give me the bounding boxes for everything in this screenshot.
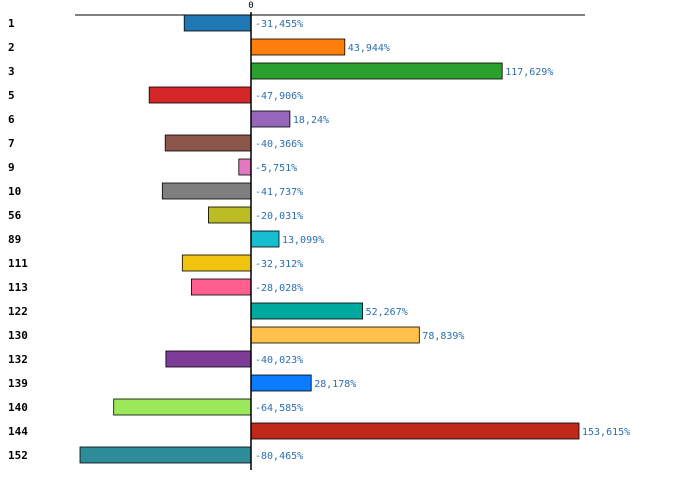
- bar-1: [183, 14, 252, 32]
- zero-tick-label: 0: [248, 1, 253, 11]
- bar-2: [250, 38, 346, 56]
- bar-6: [250, 110, 291, 128]
- category-label-122: 122: [8, 305, 28, 318]
- category-label-1: 1: [8, 17, 15, 30]
- bar-139: [250, 374, 312, 392]
- value-label-113: -28,028%: [255, 283, 303, 294]
- value-label-111: -32,312%: [255, 259, 303, 270]
- bar-144: [250, 422, 580, 440]
- value-label-152: -80,465%: [255, 451, 303, 462]
- category-label-130: 130: [8, 329, 28, 342]
- bar-113: [190, 278, 252, 296]
- category-label-113: 113: [8, 281, 28, 294]
- bar-7: [164, 134, 252, 152]
- category-label-111: 111: [8, 257, 28, 270]
- value-label-144: 153,615%: [582, 427, 630, 438]
- value-label-130: 78,839%: [422, 331, 464, 342]
- value-label-2: 43,944%: [348, 43, 390, 54]
- value-label-7: -40,366%: [255, 139, 303, 150]
- value-label-122: 52,267%: [366, 307, 408, 318]
- category-label-9: 9: [8, 161, 15, 174]
- value-labels-group: -31,455% 43,944% 117,629% -47,906% 18,24% -40…: [255, 19, 630, 462]
- bar-56: [207, 206, 252, 224]
- bar-140: [113, 398, 252, 416]
- value-label-3: 117,629%: [505, 67, 553, 78]
- bar-5: [148, 86, 252, 104]
- category-label-7: 7: [8, 137, 15, 150]
- category-label-5: 5: [8, 89, 15, 102]
- value-label-10: -41,737%: [255, 187, 303, 198]
- bar-89: [250, 230, 280, 248]
- bars-group: [79, 14, 580, 464]
- category-label-144: 144: [8, 425, 28, 438]
- bar-10: [161, 182, 252, 200]
- category-label-139: 139: [8, 377, 28, 390]
- category-label-6: 6: [8, 113, 15, 126]
- bar-122: [250, 302, 363, 320]
- value-label-6: 18,24%: [293, 115, 329, 126]
- value-label-139: 28,178%: [314, 379, 356, 390]
- category-label-2: 2: [8, 41, 15, 54]
- category-label-56: 56: [8, 209, 22, 222]
- category-label-132: 132: [8, 353, 28, 366]
- category-label-152: 152: [8, 449, 28, 462]
- bar-152: [79, 446, 252, 464]
- value-label-56: -20,031%: [255, 211, 303, 222]
- category-label-140: 140: [8, 401, 28, 414]
- bar-132: [165, 350, 252, 368]
- value-label-89: 13,099%: [282, 235, 324, 246]
- bar-3: [250, 62, 503, 80]
- bar-130: [250, 326, 420, 344]
- value-label-140: -64,585%: [255, 403, 303, 414]
- bar-9: [238, 158, 252, 176]
- bar-111: [181, 254, 252, 272]
- value-label-1: -31,455%: [255, 19, 303, 30]
- value-label-5: -47,906%: [255, 91, 303, 102]
- category-label-3: 3: [8, 65, 15, 78]
- value-label-132: -40,023%: [255, 355, 303, 366]
- category-label-10: 10: [8, 185, 21, 198]
- value-label-9: -5,751%: [255, 163, 297, 174]
- category-label-89: 89: [8, 233, 21, 246]
